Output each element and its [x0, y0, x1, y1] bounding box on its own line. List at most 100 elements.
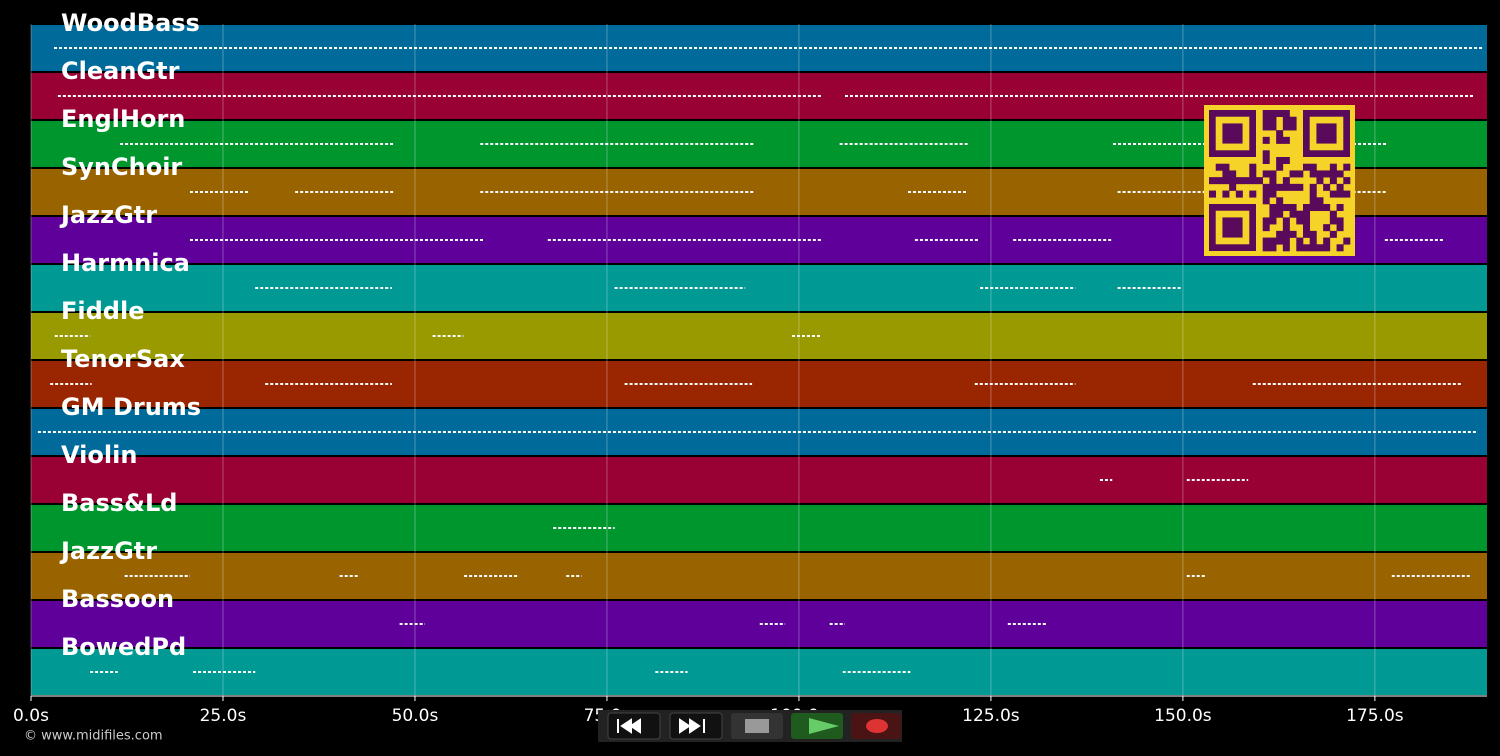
qr-module: [1329, 230, 1337, 238]
track-row: [31, 457, 1487, 503]
qr-module: [1343, 190, 1351, 198]
qr-module: [1262, 217, 1270, 225]
qr-module: [1282, 157, 1290, 165]
track-row: [31, 553, 1487, 599]
qr-finder-core: [1222, 217, 1243, 238]
qr-module: [1262, 123, 1270, 131]
qr-module: [1296, 183, 1304, 191]
track-name: BowedPd: [61, 633, 186, 661]
play-button[interactable]: [791, 713, 843, 739]
qr-module: [1276, 130, 1284, 138]
qr-module: [1276, 157, 1284, 165]
qr-module: [1229, 183, 1237, 191]
qr-module: [1229, 170, 1237, 178]
qr-module: [1276, 230, 1284, 238]
qr-module: [1262, 116, 1270, 124]
tick-label: 175.0s: [1346, 706, 1404, 726]
qr-module: [1303, 163, 1311, 171]
qr-module: [1329, 177, 1337, 185]
rewind-icon: [617, 718, 641, 734]
qr-module: [1222, 170, 1230, 178]
qr-module: [1262, 190, 1270, 198]
qr-module: [1316, 204, 1324, 212]
track-name: Fiddle: [61, 297, 144, 325]
qr-module: [1343, 177, 1351, 185]
track-name: JazzGtr: [59, 201, 157, 229]
forward-button[interactable]: [669, 712, 723, 740]
stop-icon: [745, 719, 769, 733]
qr-module: [1329, 217, 1337, 225]
qr-module: [1256, 177, 1264, 185]
qr-module: [1269, 123, 1277, 131]
tick-label: 25.0s: [200, 706, 247, 726]
qr-module: [1269, 116, 1277, 124]
qr-module: [1309, 230, 1317, 238]
track-labels: WoodBass CleanGtr EnglHorn SynChoir JazzGtr H…: [59, 9, 201, 661]
qr-module: [1323, 224, 1331, 232]
qr-module: [1309, 237, 1317, 245]
qr-module: [1309, 170, 1317, 178]
stop-button[interactable]: [731, 713, 783, 739]
tick-label: 50.0s: [392, 706, 439, 726]
qr-module: [1336, 170, 1344, 178]
qr-module: [1323, 183, 1331, 191]
qr-module: [1309, 197, 1317, 205]
qr-module: [1303, 224, 1311, 232]
qr-module: [1316, 170, 1324, 178]
qr-module: [1262, 157, 1270, 165]
track-row: [31, 601, 1487, 647]
qr-module: [1235, 190, 1243, 198]
qr-module: [1336, 224, 1344, 232]
qr-module: [1276, 237, 1284, 245]
record-button[interactable]: [851, 713, 901, 739]
track-name: CleanGtr: [61, 57, 180, 85]
qr-module: [1296, 237, 1304, 245]
qr-module: [1329, 190, 1337, 198]
qr-module: [1309, 244, 1317, 252]
qr-module: [1309, 183, 1317, 191]
track-name: GM Drums: [61, 393, 201, 421]
qr-module: [1336, 190, 1344, 198]
qr-module: [1336, 204, 1344, 212]
qr-module: [1296, 170, 1304, 178]
qr-module: [1269, 190, 1277, 198]
qr-module: [1282, 116, 1290, 124]
qr-module: [1262, 224, 1270, 232]
qr-module: [1262, 170, 1270, 178]
qr-module: [1269, 204, 1277, 212]
qr-module: [1303, 210, 1311, 218]
qr-module: [1282, 224, 1290, 232]
qr-module: [1316, 177, 1324, 185]
qr-module: [1282, 183, 1290, 191]
record-icon: [866, 719, 888, 733]
qr-module: [1336, 217, 1344, 225]
track-name: Bass&Ld: [61, 489, 177, 517]
qr-module: [1242, 177, 1250, 185]
track-name: Bassoon: [61, 585, 174, 613]
play-icon: [809, 718, 839, 734]
qr-module: [1222, 190, 1230, 198]
qr-module: [1276, 197, 1284, 205]
qr-module: [1323, 170, 1331, 178]
qr-module: [1289, 210, 1297, 218]
qr-module: [1282, 230, 1290, 238]
track-name: EnglHorn: [61, 105, 185, 133]
qr-module: [1269, 177, 1277, 185]
qr-module: [1276, 204, 1284, 212]
rewind-button[interactable]: [607, 712, 661, 740]
qr-module: [1343, 237, 1351, 245]
qr-module: [1282, 244, 1290, 252]
footer: © www.midifiles.com: [24, 729, 163, 744]
track-name: JazzGtr: [59, 537, 157, 565]
tick-label: 150.0s: [1154, 706, 1212, 726]
qr-module: [1276, 110, 1284, 118]
qr-module: [1303, 217, 1311, 225]
track-name: Violin: [61, 441, 137, 469]
qr-module: [1262, 197, 1270, 205]
qr-module: [1215, 177, 1223, 185]
track-name: SynChoir: [61, 153, 182, 181]
qr-module: [1229, 177, 1237, 185]
transport-controls: [598, 710, 902, 742]
qr-module: [1289, 170, 1297, 178]
